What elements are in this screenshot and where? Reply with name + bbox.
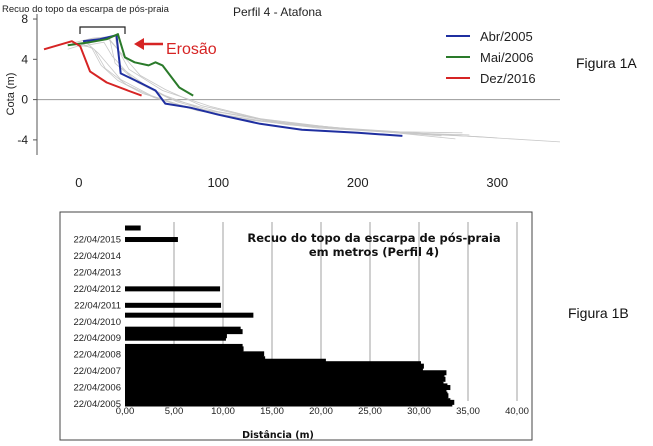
chart-a-legend: Abr/2005 Mai/2006 Dez/2016 <box>446 29 536 86</box>
background-profile-line <box>87 38 449 136</box>
y-tick-label: 8 <box>21 12 28 26</box>
y-tick-label: 22/04/2010 <box>73 317 121 328</box>
bar <box>125 343 243 349</box>
x-tick-label: 35,00 <box>456 406 480 417</box>
bar <box>125 302 222 308</box>
chart-b-xlabel: Distância (m) <box>242 430 314 441</box>
bar <box>125 333 227 339</box>
x-tick-label: 0 <box>75 175 82 190</box>
figure-1a-label: Figura 1A <box>576 55 637 71</box>
chart-b-bars <box>125 225 455 407</box>
erosion-arrow-head <box>134 38 144 50</box>
bar <box>125 286 221 292</box>
y-tick-label: 22/04/2015 <box>73 235 121 246</box>
bracket-line <box>79 26 126 34</box>
y-tick-label: 22/04/2008 <box>73 350 121 361</box>
x-tick-label: 15,00 <box>260 406 284 417</box>
retreat-bar-chart: 0,00 5,00 10,00 15,00 20,00 25,00 30,00 35,00 40… <box>59 211 533 441</box>
bracket-label: Recuo do topo da escarpa de pós-praia <box>2 4 170 15</box>
x-tick-label: 10,00 <box>211 406 235 417</box>
bar <box>125 312 254 318</box>
legend-entry: Mai/2006 <box>480 50 533 65</box>
chart-a-axes: 8 4 0 -4 0 100 200 300 <box>17 12 508 190</box>
x-tick-label: 30,00 <box>407 406 431 417</box>
x-tick-label: 40,00 <box>505 406 529 417</box>
y-tick-label: 22/04/2011 <box>74 300 121 311</box>
series-line <box>82 34 403 137</box>
x-tick-label: 20,00 <box>309 406 333 417</box>
y-tick-label: 22/04/2009 <box>73 333 121 344</box>
erosion-arrow <box>134 38 163 50</box>
series-line <box>43 40 142 97</box>
legend-entry: Dez/2016 <box>480 71 536 86</box>
x-tick-label: 100 <box>207 175 229 190</box>
chart-b-axes: 0,00 5,00 10,00 15,00 20,00 25,00 30,00 35,00 40… <box>73 235 528 417</box>
chart-b-title-line: Recuo do topo da escarpa de pós-praia <box>247 231 500 245</box>
chart-b-title-line: em metros (Perfil 4) <box>309 245 439 259</box>
profile-chart: Perfil 4 - Atafona Cota (m) Recuo do top… <box>2 4 561 190</box>
y-tick-label: 4 <box>21 52 28 66</box>
x-tick-label: 200 <box>347 175 369 190</box>
chart-a-series <box>43 33 403 137</box>
chart-b-title: Recuo do topo da escarpa de pós-praia em … <box>247 231 500 259</box>
y-tick-label: 22/04/2007 <box>73 366 121 377</box>
y-tick-label: 22/04/2012 <box>73 284 121 295</box>
x-tick-label: 5,00 <box>165 406 184 417</box>
x-tick-label: 300 <box>486 175 508 190</box>
y-tick-label: 22/04/2013 <box>73 267 121 278</box>
legend-entry: Abr/2005 <box>480 29 533 44</box>
y-tick-label: 22/04/2006 <box>73 383 121 394</box>
y-tick-label: 22/04/2005 <box>73 399 121 410</box>
series-line <box>67 33 194 97</box>
chart-b-frame <box>59 211 533 441</box>
bar <box>125 225 141 231</box>
chart-a-ylabel: Cota (m) <box>5 73 17 116</box>
y-tick-label: 22/04/2014 <box>73 251 121 262</box>
y-tick-label: 0 <box>21 93 28 107</box>
background-profile-line <box>80 42 463 134</box>
chart-a-title: Perfil 4 - Atafona <box>233 5 322 19</box>
figure-1b-label: Figura 1B <box>568 305 629 321</box>
erosion-label: Erosão <box>166 41 217 58</box>
bar <box>125 237 178 243</box>
bar <box>125 326 241 332</box>
x-tick-label: 25,00 <box>358 406 382 417</box>
y-tick-label: -4 <box>17 133 28 147</box>
x-tick-label: 0,00 <box>116 406 135 417</box>
